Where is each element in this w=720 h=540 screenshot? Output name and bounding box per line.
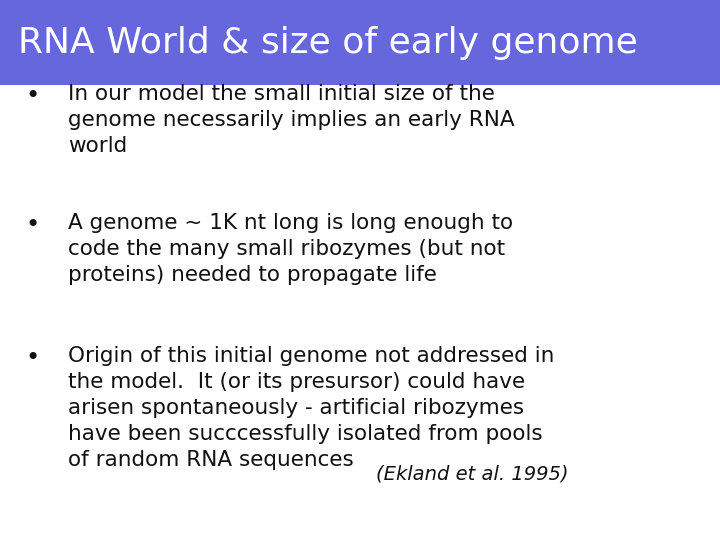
Bar (0, 0, 720, 85)
Text: •: • (25, 346, 40, 369)
Text: •: • (25, 213, 40, 237)
Text: A genome ~ 1K nt long is long enough to
code the many small ribozymes (but not
p: A genome ~ 1K nt long is long enough to … (68, 213, 513, 286)
Text: •: • (25, 84, 40, 107)
Text: In our model the small initial size of the
genome necessarily implies an early R: In our model the small initial size of t… (68, 84, 515, 156)
Text: (Ekland et al. 1995): (Ekland et al. 1995) (377, 464, 569, 483)
Text: RNA World & size of early genome: RNA World & size of early genome (18, 26, 638, 59)
Text: Origin of this initial genome not addressed in
the model.  It (or its presursor): Origin of this initial genome not addres… (68, 346, 555, 470)
